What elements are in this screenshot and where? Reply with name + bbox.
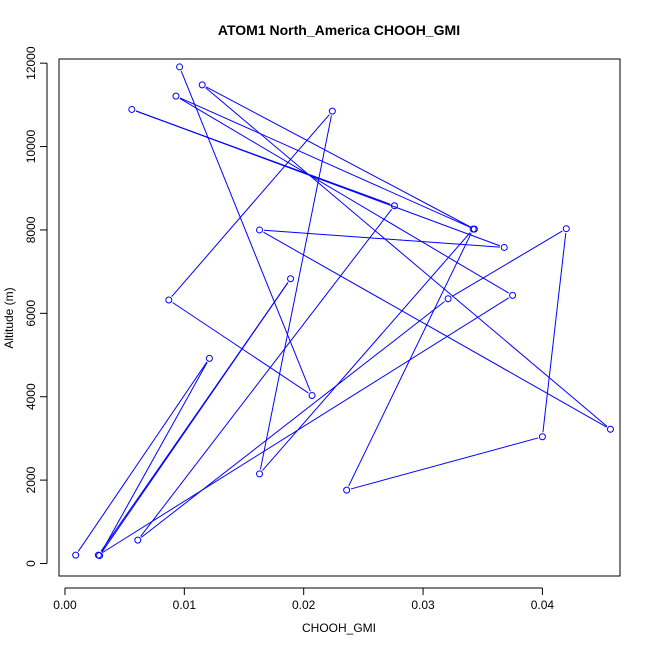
data-point: [390, 202, 398, 210]
series-segment: [172, 302, 309, 394]
series-segment: [262, 232, 471, 471]
data-point: [328, 107, 336, 115]
y-tick-label: 8000: [24, 216, 38, 243]
series-segment: [542, 233, 567, 433]
series-segment: [205, 86, 471, 228]
y-tick-label: 6000: [24, 300, 38, 327]
data-point: [308, 391, 316, 399]
series-segment: [180, 70, 311, 392]
chart-title: ATOM1 North_America CHOOH_GMI: [218, 22, 460, 38]
data-point: [538, 433, 546, 441]
plot-frame: [58, 58, 621, 577]
series-segment: [141, 301, 445, 538]
data-point: [509, 291, 517, 299]
series-segment: [179, 97, 471, 228]
data-point: [444, 295, 452, 303]
data-point: [343, 486, 351, 494]
y-tick-label: 10000: [24, 130, 38, 164]
data-point: [165, 296, 173, 304]
data-point: [134, 536, 142, 544]
data-point: [176, 63, 184, 71]
series-segment: [101, 362, 208, 552]
x-axis: 0.00 0.01 0.02 0.03 0.04: [53, 587, 555, 612]
series-segment: [263, 231, 607, 428]
data-point: [198, 81, 206, 89]
x-tick-label: 0.01: [173, 598, 197, 612]
series-segment: [350, 437, 539, 490]
data-point: [500, 243, 508, 251]
series-segment: [205, 87, 608, 427]
y-axis-label: Altitude (m): [2, 287, 16, 348]
data-point: [256, 470, 264, 478]
y-tick-label: 12000: [24, 46, 38, 80]
data-point: [256, 226, 264, 234]
x-axis-label: CHOOH_GMI: [302, 621, 376, 635]
data-point: [205, 354, 213, 362]
series-segment: [101, 297, 510, 554]
series-segment: [100, 282, 289, 552]
series-segment: [348, 232, 472, 487]
series-segment: [135, 110, 391, 205]
series-segment: [451, 230, 563, 297]
series-group: [72, 63, 614, 560]
x-tick-label: 0.03: [411, 598, 435, 612]
series-segment: [259, 115, 332, 470]
series-segment: [77, 361, 208, 552]
data-point: [469, 225, 477, 233]
series-segment: [171, 114, 330, 297]
y-axis: 0 2000 4000 6000 8000 10000 12000: [24, 46, 48, 567]
y-tick-label: 2000: [24, 466, 38, 493]
data-point: [94, 551, 102, 559]
x-tick-label: 0.00: [53, 598, 77, 612]
data-point: [606, 425, 614, 433]
x-tick-label: 0.04: [531, 598, 555, 612]
data-point: [172, 92, 180, 100]
data-point: [562, 225, 570, 233]
y-tick-label: 0: [24, 560, 38, 567]
data-point: [128, 105, 136, 113]
y-tick-label: 4000: [24, 383, 38, 410]
data-point: [287, 275, 295, 283]
series-segment: [179, 97, 509, 294]
data-point: [72, 551, 80, 559]
series-segment: [140, 209, 393, 537]
x-tick-label: 0.02: [292, 598, 316, 612]
